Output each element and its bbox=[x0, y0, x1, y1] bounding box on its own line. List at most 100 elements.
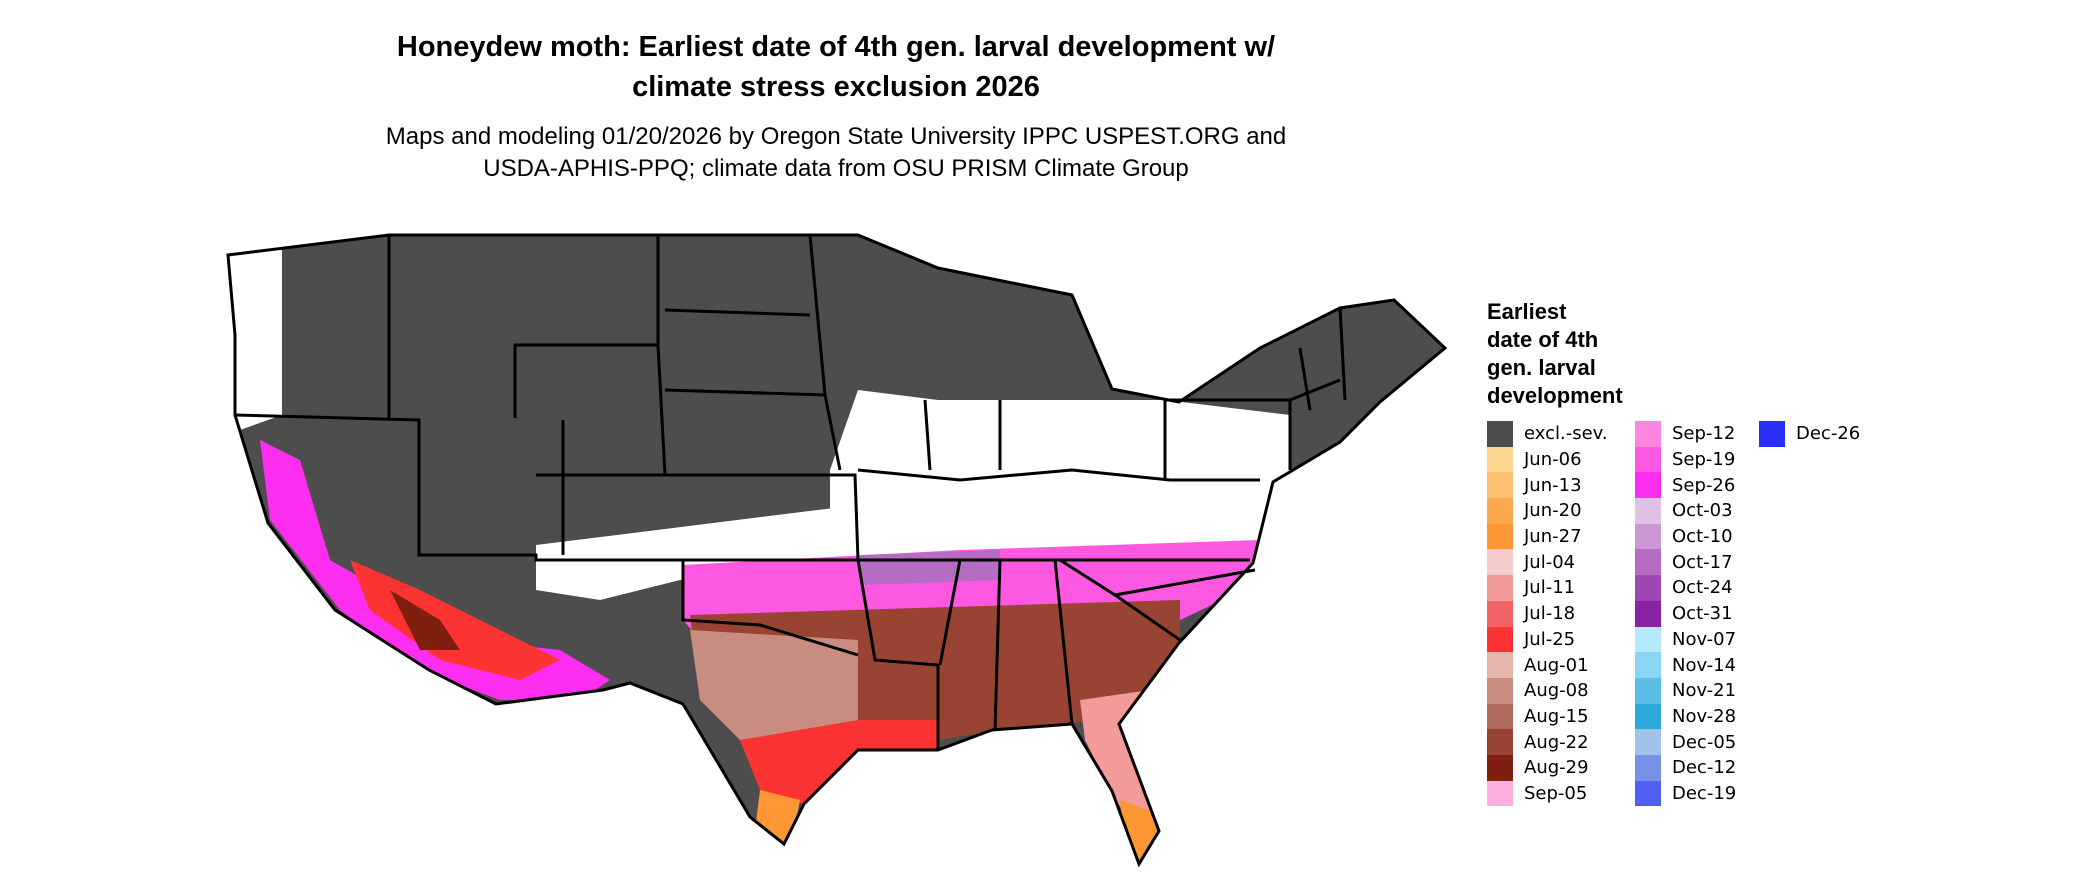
legend-label: Jul-18 bbox=[1524, 603, 1576, 625]
legend-swatch bbox=[1635, 780, 1661, 807]
legend-label: Jun-13 bbox=[1524, 474, 1582, 496]
legend-item: Aug-15 bbox=[1487, 703, 1608, 730]
legend-label: Oct-03 bbox=[1672, 500, 1733, 522]
legend-label: Oct-24 bbox=[1672, 577, 1733, 599]
legend-item: Jul-04 bbox=[1487, 549, 1608, 576]
region-jul-coast bbox=[740, 720, 938, 804]
legend-swatch bbox=[1635, 677, 1661, 704]
legend-item: Dec-05 bbox=[1635, 729, 1736, 755]
legend-label: excl.-sev. bbox=[1524, 423, 1608, 445]
legend-label: Aug-01 bbox=[1524, 654, 1589, 676]
legend-label: Nov-14 bbox=[1672, 654, 1737, 676]
legend-label: Nov-07 bbox=[1672, 628, 1737, 650]
legend-item: Jun-27 bbox=[1487, 523, 1608, 550]
legend-swatch bbox=[1487, 421, 1513, 447]
legend-title: Earliest date of 4th gen. larval develop… bbox=[1487, 298, 1623, 410]
legend-item: Aug-01 bbox=[1487, 652, 1608, 678]
legend-swatch bbox=[1487, 472, 1513, 499]
legend-label: Jun-06 bbox=[1524, 449, 1582, 471]
legend-swatch bbox=[1635, 421, 1661, 447]
legend-swatch bbox=[1487, 575, 1513, 601]
legend-title-line: gen. larval bbox=[1487, 355, 1596, 380]
legend-item: excl.-sev. bbox=[1487, 421, 1608, 447]
map-subtitle-line-2: USDA-APHIS-PPQ; climate data from OSU PR… bbox=[483, 155, 1189, 182]
legend-label: Aug-15 bbox=[1524, 705, 1589, 727]
legend-swatch bbox=[1487, 729, 1513, 755]
legend-swatch bbox=[1487, 600, 1513, 627]
map-subtitle-line-1: Maps and modeling 01/20/2026 by Oregon S… bbox=[385, 123, 1287, 150]
legend-label: Dec-26 bbox=[1796, 423, 1861, 445]
legend-label: Nov-28 bbox=[1672, 705, 1737, 727]
legend-item: Oct-10 bbox=[1635, 523, 1736, 550]
region-oct bbox=[860, 550, 1000, 585]
legend-swatch bbox=[1635, 446, 1661, 473]
legend-label: Oct-17 bbox=[1672, 551, 1733, 573]
legend-label: Jul-11 bbox=[1524, 577, 1576, 599]
legend-label: Sep-05 bbox=[1524, 782, 1588, 804]
legend-label: Aug-29 bbox=[1524, 757, 1589, 779]
legend-item: Sep-19 bbox=[1635, 446, 1736, 473]
map-subtitle: Maps and modeling 01/20/2026 by Oregon S… bbox=[236, 121, 1436, 185]
legend-item: Jul-18 bbox=[1487, 600, 1608, 627]
legend-swatch bbox=[1635, 600, 1661, 627]
legend-swatch bbox=[1635, 549, 1661, 576]
map-title: Honeydew moth: Earliest date of 4th gen.… bbox=[236, 27, 1436, 107]
legend-swatch bbox=[1487, 754, 1513, 781]
map-title-line-2: climate stress exclusion 2026 bbox=[632, 71, 1040, 103]
legend-swatch bbox=[1635, 626, 1661, 653]
legend-item: Oct-17 bbox=[1635, 549, 1736, 576]
legend-item: Aug-08 bbox=[1487, 677, 1608, 704]
legend-label: Sep-12 bbox=[1672, 423, 1736, 445]
legend-label: Nov-21 bbox=[1672, 680, 1737, 702]
legend-item: Oct-03 bbox=[1635, 498, 1736, 524]
legend-label: Jun-20 bbox=[1524, 500, 1582, 522]
legend-item: Nov-28 bbox=[1635, 703, 1737, 730]
legend-item: Dec-12 bbox=[1635, 754, 1737, 781]
legend-swatch bbox=[1487, 677, 1513, 704]
legend-label: Sep-19 bbox=[1672, 449, 1736, 471]
region-southwest-jul bbox=[350, 560, 560, 680]
legend-swatch bbox=[1487, 626, 1513, 653]
legend-title-line: date of 4th bbox=[1487, 327, 1599, 352]
legend-label: Oct-10 bbox=[1672, 526, 1733, 548]
legend-item: Dec-26 bbox=[1759, 421, 1860, 447]
legend-item: Jun-13 bbox=[1487, 472, 1608, 499]
legend-swatch bbox=[1635, 703, 1661, 730]
legend-item: Jun-06 bbox=[1487, 446, 1608, 473]
legend-swatch bbox=[1759, 421, 1785, 447]
legend-label: Dec-12 bbox=[1672, 757, 1737, 779]
legend-title-line: Earliest bbox=[1487, 299, 1567, 324]
state-borders bbox=[226, 233, 1447, 866]
legend-column-1: excl.-sev. Jun-06 Jun-13 Jun-20 Jun-27 Jul-04… bbox=[1487, 421, 1608, 807]
region-east-white bbox=[830, 390, 1290, 560]
legend-item: Jun-20 bbox=[1487, 498, 1608, 524]
region-southwest-aug bbox=[390, 590, 460, 650]
legend-swatch bbox=[1635, 498, 1661, 524]
legend-item: Aug-22 bbox=[1487, 729, 1608, 755]
legend-item: Nov-07 bbox=[1635, 626, 1737, 653]
legend-label: Oct-31 bbox=[1672, 603, 1733, 625]
legend-label: Sep-26 bbox=[1672, 474, 1736, 496]
legend-title-line: development bbox=[1487, 383, 1623, 408]
legend-swatch bbox=[1487, 523, 1513, 550]
legend-swatch bbox=[1487, 498, 1513, 524]
legend-item: Nov-14 bbox=[1635, 652, 1736, 678]
legend-swatch bbox=[1635, 754, 1661, 781]
legend-swatch bbox=[1635, 652, 1661, 678]
legend-item: Nov-21 bbox=[1635, 677, 1737, 704]
legend-swatch bbox=[1487, 652, 1513, 678]
legend-swatch bbox=[1635, 575, 1661, 601]
legend-label: Jul-04 bbox=[1524, 551, 1576, 573]
legend-item: Jul-25 bbox=[1487, 626, 1608, 653]
legend-swatch bbox=[1635, 472, 1661, 499]
legend-swatch bbox=[1635, 729, 1661, 755]
region-texas-tip bbox=[755, 790, 800, 850]
legend-item: Sep-12 bbox=[1635, 421, 1736, 447]
legend-label: Dec-19 bbox=[1672, 782, 1737, 804]
legend-item: Jul-11 bbox=[1487, 575, 1608, 601]
legend-label: Jul-25 bbox=[1524, 628, 1576, 650]
legend-item: Oct-24 bbox=[1635, 575, 1736, 601]
legend-label: Jun-27 bbox=[1524, 526, 1582, 548]
legend-item: Sep-05 bbox=[1487, 780, 1608, 807]
